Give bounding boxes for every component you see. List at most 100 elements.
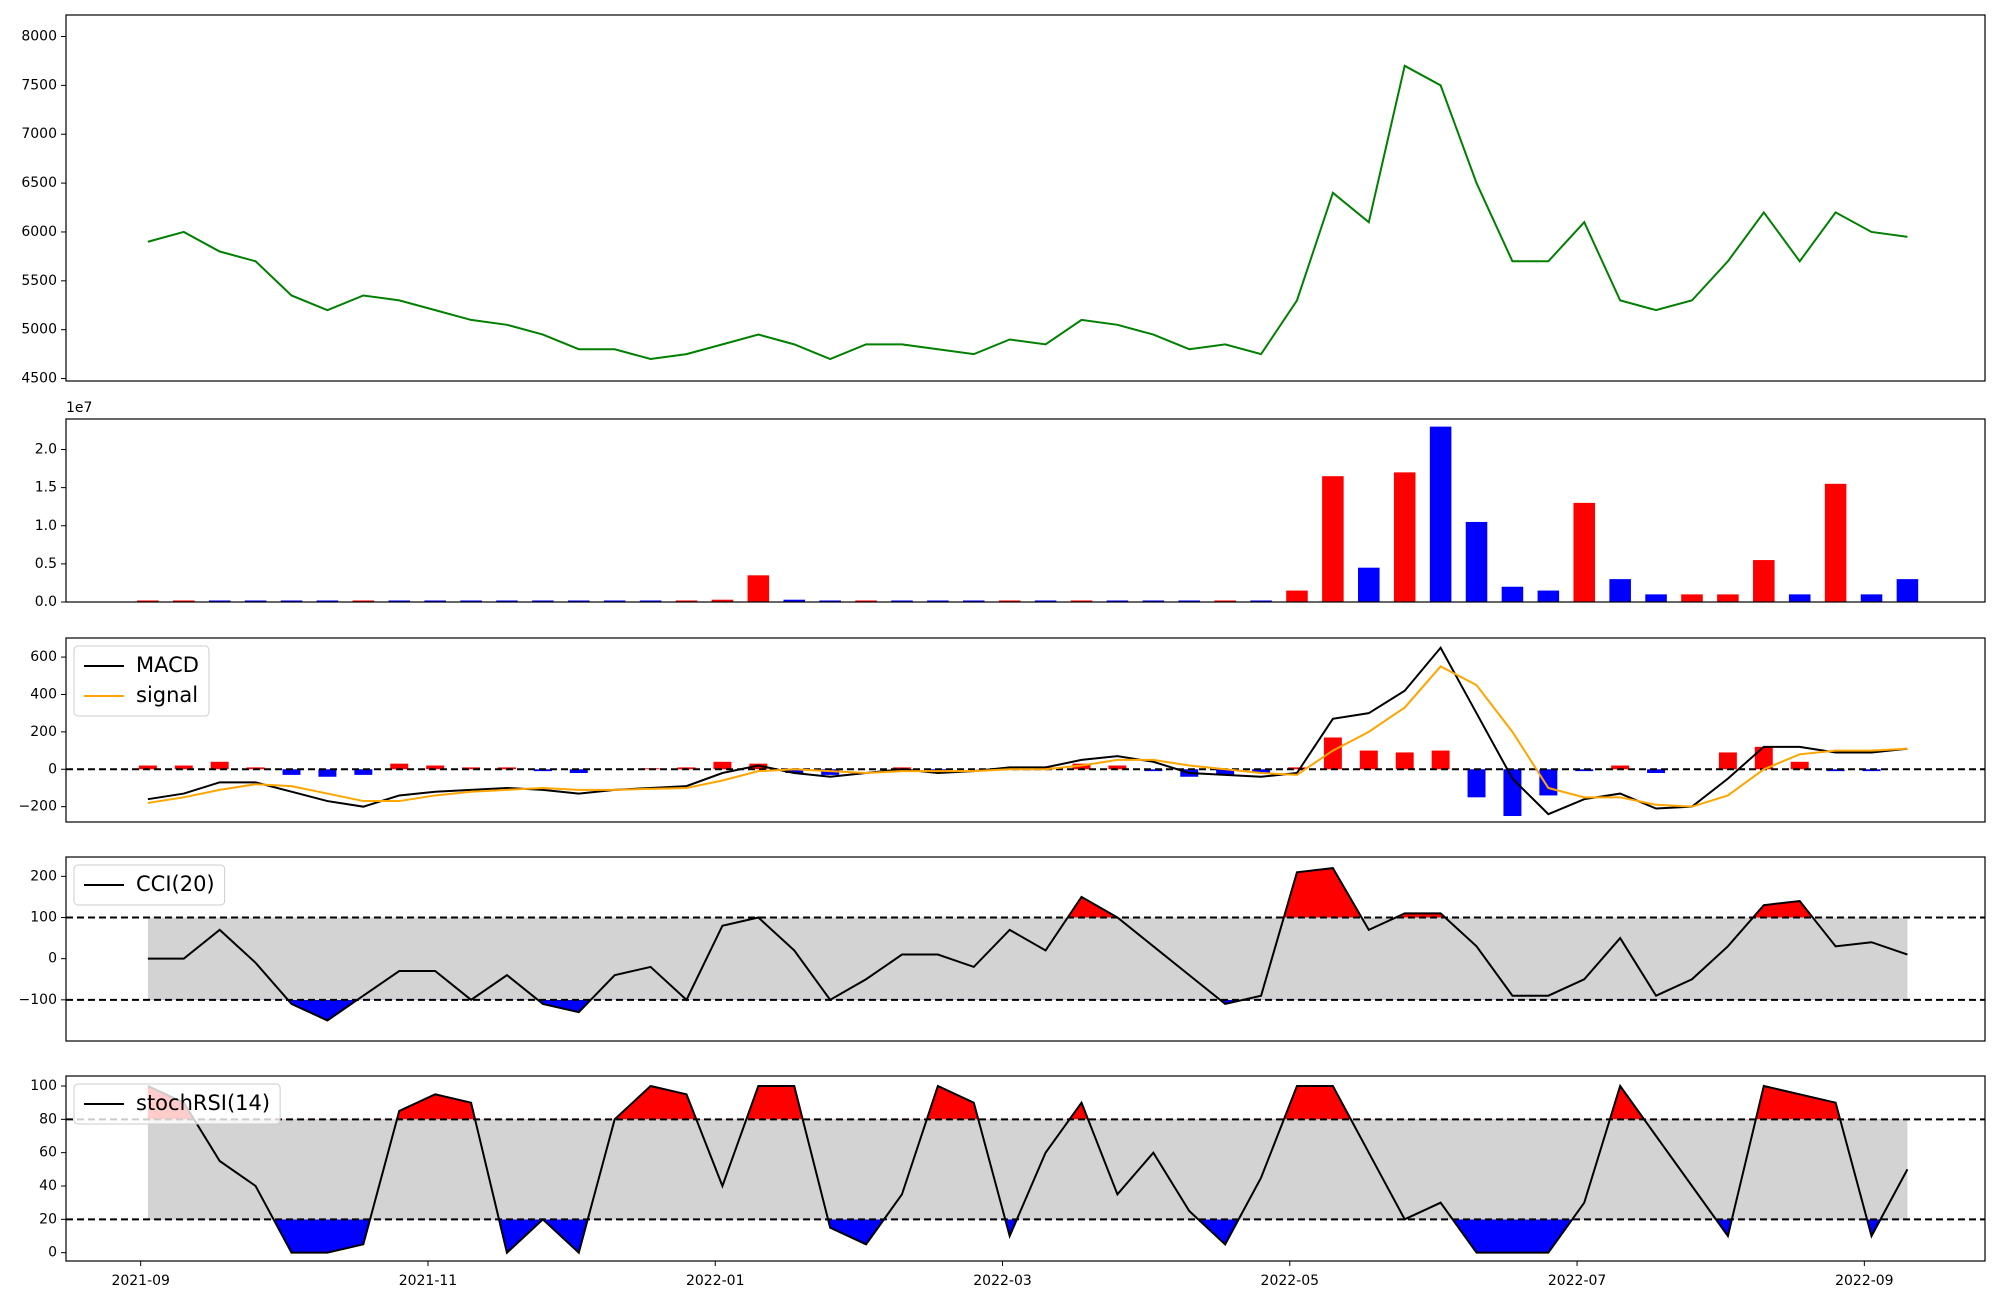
y-tick-label: −100 xyxy=(19,992,57,1008)
histogram-bar xyxy=(174,765,193,770)
volume-bar xyxy=(388,600,411,602)
volume-bar xyxy=(1753,560,1775,602)
volume-bar xyxy=(1322,476,1344,602)
volume-bar xyxy=(1358,567,1380,602)
volume-bar xyxy=(352,600,375,602)
y-tick-label: 0 xyxy=(48,761,57,777)
y-tick-label: 600 xyxy=(30,649,57,665)
volume-bar xyxy=(1178,600,1201,602)
volume-bar xyxy=(1860,594,1883,602)
legend-label: MACD xyxy=(136,653,199,677)
histogram-bar xyxy=(138,765,157,770)
histogram-bar xyxy=(354,769,373,775)
histogram-bar xyxy=(1467,769,1486,798)
panel-frame xyxy=(65,637,1986,823)
histogram-bar xyxy=(1395,752,1414,770)
histogram-bar xyxy=(318,769,337,777)
y-tick-label: 40 xyxy=(39,1178,57,1194)
panel: 0.0 0.5 1.0 1.5 2.0 1e7 xyxy=(35,400,1986,610)
y-tick-label: 80 xyxy=(39,1111,57,1127)
volume-bar xyxy=(173,600,195,602)
volume-bar xyxy=(891,600,913,602)
y-tick-label: 7000 xyxy=(21,126,57,142)
volume-bar xyxy=(1824,483,1847,602)
x-tick-label: 2021-11 xyxy=(399,1273,458,1289)
histogram-bar xyxy=(569,769,588,774)
volume-bar xyxy=(137,600,159,602)
volume-bar xyxy=(244,600,267,602)
histogram-bar xyxy=(1287,767,1306,770)
histogram-bar xyxy=(1826,769,1845,772)
legend: MACD signal xyxy=(73,645,210,717)
y-tick-label: 8000 xyxy=(21,29,57,45)
histogram-bar xyxy=(1754,746,1773,770)
histogram-bar xyxy=(1252,769,1271,774)
histogram-bar xyxy=(1108,765,1127,770)
volume-bar xyxy=(1465,521,1488,602)
y-tick-label: 400 xyxy=(30,686,57,702)
volume-bar xyxy=(1573,502,1596,602)
volume-bar xyxy=(963,600,985,602)
volume-bar xyxy=(1645,594,1667,602)
series-line xyxy=(147,665,1908,808)
volume-bar xyxy=(1214,600,1236,602)
histogram-bar xyxy=(390,763,409,770)
histogram-bar xyxy=(1431,750,1450,770)
histogram-bar xyxy=(1718,752,1737,770)
legend: CCI(20) xyxy=(73,864,226,906)
y-tick-label: 5500 xyxy=(21,273,57,289)
volume-bar xyxy=(1429,426,1452,602)
panel: −100 0 100 200 CCI(20) xyxy=(19,856,1986,1042)
series-line xyxy=(147,1083,1909,1255)
histogram-bar xyxy=(785,769,804,774)
volume-bar xyxy=(1250,600,1272,602)
volume-bar xyxy=(927,600,949,602)
series-line xyxy=(147,645,1908,816)
x-tick-label: 2021-09 xyxy=(111,1273,170,1289)
volume-bar xyxy=(639,600,662,602)
volume-bar xyxy=(1537,590,1560,602)
y-tick-label: −200 xyxy=(19,799,57,815)
volume-bar xyxy=(532,600,554,602)
volume-bar xyxy=(1286,590,1308,602)
y-tick-label: 6000 xyxy=(21,224,57,240)
panel-frame xyxy=(65,1075,1986,1262)
legend-box xyxy=(73,864,226,906)
x-tick-label: 2022-03 xyxy=(973,1273,1032,1289)
neutral-band xyxy=(147,917,1908,1000)
volume-bar xyxy=(1070,600,1093,602)
x-tick-label: 2022-09 xyxy=(1835,1273,1894,1289)
y-tick-label: 20 xyxy=(39,1211,57,1227)
x-tick-label: 2022-01 xyxy=(686,1273,745,1289)
x-tick-label: 2022-05 xyxy=(1261,1273,1320,1289)
y-tick-label: 2.0 xyxy=(35,442,57,458)
histogram-bar xyxy=(1539,769,1558,796)
series-line xyxy=(147,64,1908,361)
volume-bar xyxy=(1896,579,1919,602)
legend-label: CCI(20) xyxy=(136,872,215,896)
volume-bar xyxy=(998,600,1021,602)
histogram-bar xyxy=(1790,761,1809,770)
panel-frame xyxy=(65,14,1986,382)
y-tick-label: 1.5 xyxy=(35,480,57,496)
histogram-bar xyxy=(1323,737,1342,770)
y-tick-label: 7500 xyxy=(21,77,57,93)
histogram-bar xyxy=(1359,750,1378,770)
panel-frame xyxy=(65,418,1986,603)
legend-label: signal xyxy=(136,683,198,707)
y-tick-label: 5000 xyxy=(21,322,57,338)
volume-bar xyxy=(424,600,446,602)
volume-bar xyxy=(855,600,877,602)
volume-bar xyxy=(496,600,518,602)
volume-bar xyxy=(603,600,626,602)
oversold-fill xyxy=(147,1219,1908,1253)
volume-bar xyxy=(1106,600,1129,602)
y-tick-label: 1.0 xyxy=(35,518,57,534)
x-tick-label: 2022-07 xyxy=(1548,1273,1607,1289)
histogram-bar xyxy=(426,765,445,770)
y-tick-label: 200 xyxy=(30,724,57,740)
volume-bar xyxy=(208,600,231,602)
histogram-bar xyxy=(1503,769,1522,817)
panel: 4500 5000 5500 6000 6500 7000 7500 8000 xyxy=(21,14,1986,387)
